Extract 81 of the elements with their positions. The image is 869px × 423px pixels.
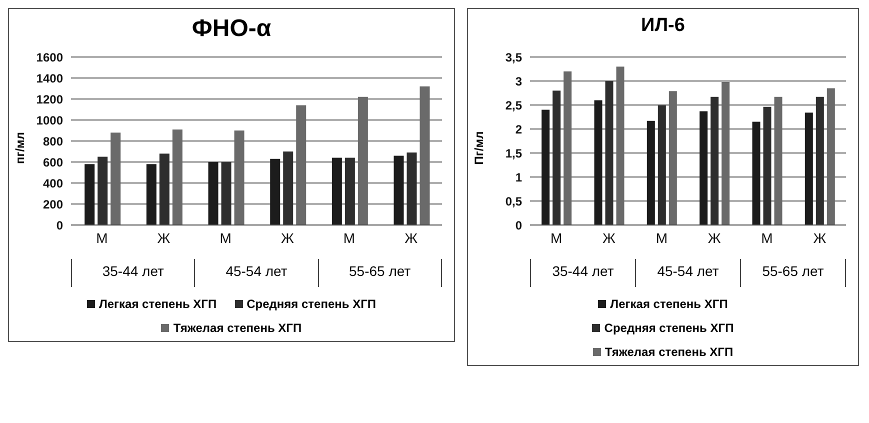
text: 55-65 лет [318,259,442,287]
bar [658,105,666,225]
bar [221,162,232,225]
bar [542,110,550,225]
bar [406,152,417,225]
y-tick-label: 0 [515,218,522,232]
y-tick-label: 0 [56,218,64,232]
bar [605,81,614,225]
x-tick-label: Ж [602,230,616,246]
legend-label: Легкая степень ХГП [610,297,728,311]
text: 45-54 лет [635,259,740,287]
text: 35-44 лет [530,259,635,287]
x-tick-label: Ж [404,230,418,246]
text: 55-65 лет [740,259,846,287]
bar [774,96,782,225]
bar [752,122,760,225]
x-tick-label: М [761,230,773,246]
y-tick-label: 2,5 [505,98,522,112]
y-tick-label: 1000 [36,113,64,128]
bar [616,66,624,225]
x-tick-label: Ж [708,230,721,246]
bar [172,129,182,225]
x-tick-label: М [656,230,668,246]
y-tick-label: 2 [515,122,522,136]
legend-label: Легкая степень ХГП [98,297,217,311]
bar [332,158,342,225]
bar [722,82,730,225]
y-tick-label: 400 [42,176,64,190]
bar [98,156,108,225]
bar [564,71,572,225]
y-tick-label: 800 [42,134,64,148]
bar [700,111,708,225]
bar [394,156,404,225]
bar [358,96,368,225]
x-tick-label: М [96,230,108,246]
y-axis-title: Пг/мл [472,131,486,165]
x-tick-label: М [220,230,232,246]
bar [283,152,294,225]
chart-title: ИЛ-6 [640,15,686,38]
bar [646,120,655,225]
legend-label: Тяжелая степень ХГП [604,345,734,359]
y-tick-label: 3 [515,74,522,88]
y-tick-label: 600 [42,155,64,170]
x-tick-label: Ж [813,230,826,246]
bar [344,158,355,225]
text: 35-44 лет [71,259,194,287]
bar [710,96,719,225]
y-tick-label: 3,5 [505,50,522,64]
bar [552,90,561,225]
bar [594,100,602,225]
x-tick-label: Ж [157,230,170,246]
y-tick-label: 1200 [36,92,64,106]
chart-title: ФНО-α [190,15,272,44]
bar [668,91,677,225]
bar [763,106,772,225]
legend-label: Средняя степень ХГП [246,297,376,311]
legend-label: Тяжелая степень ХГП [173,321,302,335]
bar [159,154,170,225]
x-tick-label: М [550,230,562,246]
bar [420,86,430,225]
bar [296,105,306,225]
y-tick-label: 0,5 [505,194,522,208]
y-tick-label: 1400 [36,71,64,86]
y-tick-label: 1,5 [505,146,522,160]
x-tick-label: Ж [280,230,294,246]
bar [110,132,121,225]
y-tick-label: 200 [42,197,64,212]
bar [208,162,218,225]
y-axis-title: пг/мл [13,132,27,164]
y-tick-label: 1 [515,170,522,184]
bar [84,164,95,225]
bar [146,164,156,225]
y-tick-label: 1600 [36,50,64,64]
x-tick-label: М [343,230,356,246]
bar [234,130,244,225]
bar [270,158,280,225]
bar [804,112,813,225]
bar [816,96,824,225]
bar [826,88,835,225]
legend-label: Средняя степень ХГП [604,321,734,335]
text: 45-54 лет [194,259,318,287]
